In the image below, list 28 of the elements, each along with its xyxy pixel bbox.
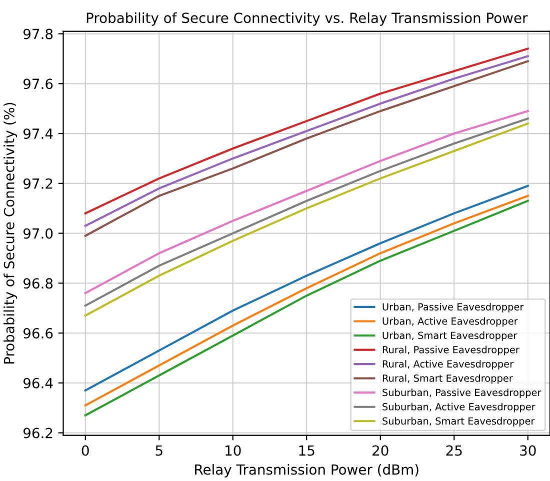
x-tick-label: 20: [372, 445, 388, 456]
x-tick-label: 15: [299, 445, 314, 456]
y-tick-label: 97.0: [23, 228, 53, 239]
y-tick-label: 96.2: [23, 428, 52, 438]
legend-label: Urban, Passive Eavesdropper: [382, 302, 524, 312]
y-tick-label: 97.6: [23, 78, 53, 90]
y-tick-label: 97.2: [23, 178, 52, 189]
y-axis-title: Probability of Secure Connectivity (%): [4, 102, 18, 364]
legend-label: Rural, Active Eavesdropper: [382, 360, 514, 370]
legend-label: Suburban, Active Eavesdropper: [382, 402, 536, 412]
legend-label: Rural, Passive Eavesdropper: [382, 346, 520, 356]
x-tick-label: 25: [446, 445, 462, 456]
legend-label: Suburban, Passive Eavesdropper: [382, 388, 542, 398]
y-tick-label: 96.8: [23, 278, 53, 289]
legend-label: Urban, Smart Eavesdropper: [382, 332, 518, 341]
legend-label: Urban, Active Eavesdropper: [382, 317, 518, 327]
chart-title: Probability of Secure Connectivity vs. Relay Transmission Power: [86, 12, 528, 26]
y-tick-label: 97.4: [23, 128, 53, 139]
legend-label: Rural, Smart Eavesdropper: [382, 374, 513, 384]
x-axis-title: Relay Transmission Power (dBm): [195, 464, 418, 478]
legend-label: Suburban, Smart Eavesdropper: [382, 417, 535, 427]
y-tick-label: 96.6: [23, 328, 53, 339]
x-tick-label: 5: [156, 445, 162, 456]
x-tick-label: 10: [226, 445, 241, 456]
y-tick-label: 97.8: [23, 28, 53, 40]
x-tick-label: 30: [520, 445, 536, 456]
y-tick-label: 96.4: [23, 378, 53, 388]
x-tick-label: 0: [82, 445, 89, 456]
